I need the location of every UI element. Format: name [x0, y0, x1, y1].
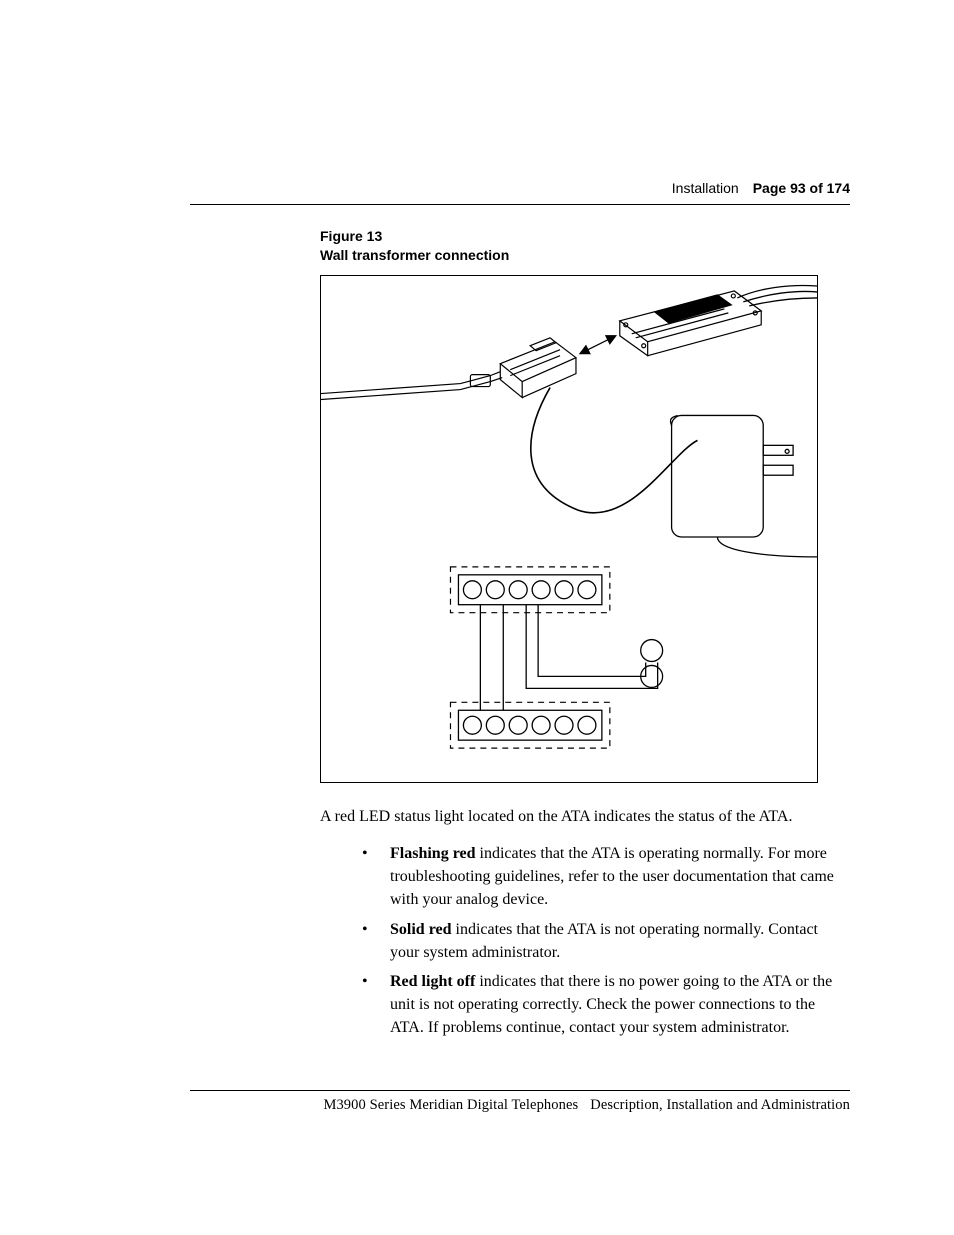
header-page-label: Page 93 of 174	[753, 180, 850, 196]
figure-title: Wall transformer connection	[320, 246, 850, 265]
footer-left: M3900 Series Meridian Digital Telephones	[323, 1097, 578, 1113]
figure-number: Figure 13	[320, 227, 850, 246]
running-footer: M3900 Series Meridian Digital Telephones…	[190, 1090, 850, 1114]
running-header: Installation Page 93 of 174	[190, 180, 850, 205]
header-page: Page 93 of 174	[753, 180, 850, 196]
list-item: Solid red indicates that the ATA is not …	[362, 918, 850, 964]
bullet-rest: indicates that the ATA is not operating …	[390, 921, 818, 961]
list-item: Flashing red indicates that the ATA is o…	[362, 842, 850, 912]
list-item: Red light off indicates that there is no…	[362, 970, 850, 1040]
bullet-lead: Red light off	[390, 973, 475, 990]
header-section: Installation	[672, 180, 739, 196]
figure-box	[320, 275, 818, 783]
status-list: Flashing red indicates that the ATA is o…	[362, 842, 850, 1040]
footer-right: Description, Installation and Administra…	[590, 1097, 850, 1113]
intro-paragraph: A red LED status light located on the AT…	[320, 805, 850, 828]
bullet-lead: Solid red	[390, 921, 452, 938]
wiring-diagram-svg	[321, 276, 817, 782]
bullet-lead: Flashing red	[390, 845, 476, 862]
page-content: Installation Page 93 of 174 Figure 13 Wa…	[190, 180, 850, 1045]
figure-caption: Figure 13 Wall transformer connection	[320, 227, 850, 265]
